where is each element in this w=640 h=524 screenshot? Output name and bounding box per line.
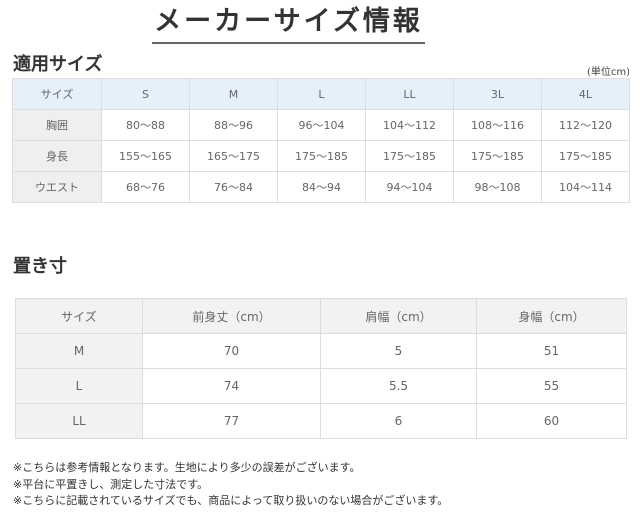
- table-cell: 76〜84: [189, 171, 278, 203]
- header-cell: 身幅（cm）: [476, 298, 627, 334]
- table-cell: 108〜116: [453, 109, 542, 141]
- row-label: LL: [15, 403, 143, 439]
- table-cell: 5: [320, 333, 477, 369]
- applicable-size-table: サイズ S M L LL 3L 4L 胸囲 80〜88 88〜96 96〜104 104〜112 108…: [12, 78, 630, 203]
- measurements-table: サイズ 前身丈（cm） 肩幅（cm） 身幅（cm） M 70 5 51 L 74 5.5 55 LL 77…: [15, 298, 627, 439]
- table-cell: 175〜185: [453, 140, 542, 172]
- table-row: L 74 5.5 55: [15, 368, 627, 404]
- table-cell: 55: [476, 368, 627, 404]
- table-cell: 175〜185: [277, 140, 366, 172]
- table-row: ウエスト 68〜76 76〜84 84〜94 94〜104 98〜108 104〜114: [12, 171, 630, 203]
- unit-label: (単位cm): [586, 67, 630, 78]
- header-cell: サイズ: [15, 298, 143, 334]
- applicable-size-heading: 適用サイズ: [13, 54, 103, 75]
- row-label: M: [15, 333, 143, 369]
- header-cell: M: [189, 78, 278, 110]
- table-row: 胸囲 80〜88 88〜96 96〜104 104〜112 108〜116 112〜120: [12, 109, 630, 141]
- table-cell: 51: [476, 333, 627, 369]
- header-cell: L: [277, 78, 366, 110]
- table-row: 身長 155〜165 165〜175 175〜185 175〜185 175〜185 175…: [12, 140, 630, 172]
- table-cell: 96〜104: [277, 109, 366, 141]
- table-row: LL 77 6 60: [15, 403, 627, 439]
- row-label: 胸囲: [12, 109, 102, 141]
- table-cell: 165〜175: [189, 140, 278, 172]
- header-cell: S: [101, 78, 190, 110]
- table-cell: 70: [142, 333, 321, 369]
- table-cell: 104〜112: [365, 109, 454, 141]
- table-cell: 175〜185: [365, 140, 454, 172]
- header-row: サイズ S M L LL 3L 4L: [12, 78, 630, 110]
- table-cell: 60: [476, 403, 627, 439]
- row-label: ウエスト: [12, 171, 102, 203]
- note: ※こちらに記載されているサイズでも、商品によって取り扱いのない場合がございます。: [13, 494, 449, 507]
- table-row: M 70 5 51: [15, 333, 627, 369]
- table-cell: 155〜165: [101, 140, 190, 172]
- header-cell: LL: [365, 78, 454, 110]
- table-cell: 6: [320, 403, 477, 439]
- row-label: 身長: [12, 140, 102, 172]
- table-cell: 88〜96: [189, 109, 278, 141]
- table-cell: 84〜94: [277, 171, 366, 203]
- table-cell: 104〜114: [541, 171, 630, 203]
- table-cell: 94〜104: [365, 171, 454, 203]
- header-cell: 前身丈（cm）: [142, 298, 321, 334]
- table-cell: 80〜88: [101, 109, 190, 141]
- table-cell: 74: [142, 368, 321, 404]
- header-cell: 肩幅（cm）: [320, 298, 477, 334]
- notes: ※こちらは参考情報となります。生地により多少の誤差がございます。 ※平台に平置き…: [13, 460, 448, 510]
- header-cell: サイズ: [12, 78, 102, 110]
- note: ※平台に平置きし、測定した寸法です。: [13, 477, 209, 491]
- table-cell: 175〜185: [541, 140, 630, 172]
- note: ※こちらは参考情報となります。生地により多少の誤差がございます。: [13, 461, 361, 474]
- page-title: メーカーサイズ情報: [152, 4, 425, 44]
- table-cell: 5.5: [320, 368, 477, 404]
- header-cell: 4L: [541, 78, 630, 110]
- row-label: L: [15, 368, 143, 404]
- header-row: サイズ 前身丈（cm） 肩幅（cm） 身幅（cm）: [15, 298, 627, 334]
- header-cell: 3L: [453, 78, 542, 110]
- table-cell: 112〜120: [541, 109, 630, 141]
- table-cell: 68〜76: [101, 171, 190, 203]
- table-cell: 98〜108: [453, 171, 542, 203]
- table-cell: 77: [142, 403, 321, 439]
- measurements-heading: 置き寸: [13, 256, 67, 277]
